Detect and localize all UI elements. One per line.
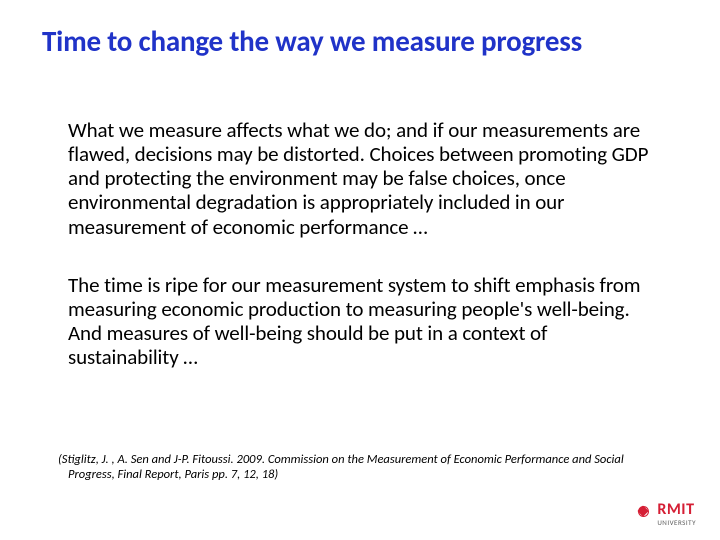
rmit-logo-name: RMIT [657,502,696,518]
slide-body: What we measure affects what we do; and … [68,118,652,403]
slide: Time to change the way we measure progre… [0,0,720,540]
rmit-logo-sub: UNIVERSITY [657,519,696,526]
citation: (Stiglitz, J. , A. Sen and J-P. Fitoussi… [58,452,662,482]
slide-title: Time to change the way we measure progre… [42,26,678,58]
rmit-logo-text: RMIT UNIVERSITY [657,502,696,526]
paragraph-2: The time is ripe for our measurement sys… [68,273,652,370]
rmit-logo: RMIT UNIVERSITY [635,502,696,526]
rmit-logo-icon [635,503,651,519]
paragraph-1: What we measure affects what we do; and … [68,118,652,239]
